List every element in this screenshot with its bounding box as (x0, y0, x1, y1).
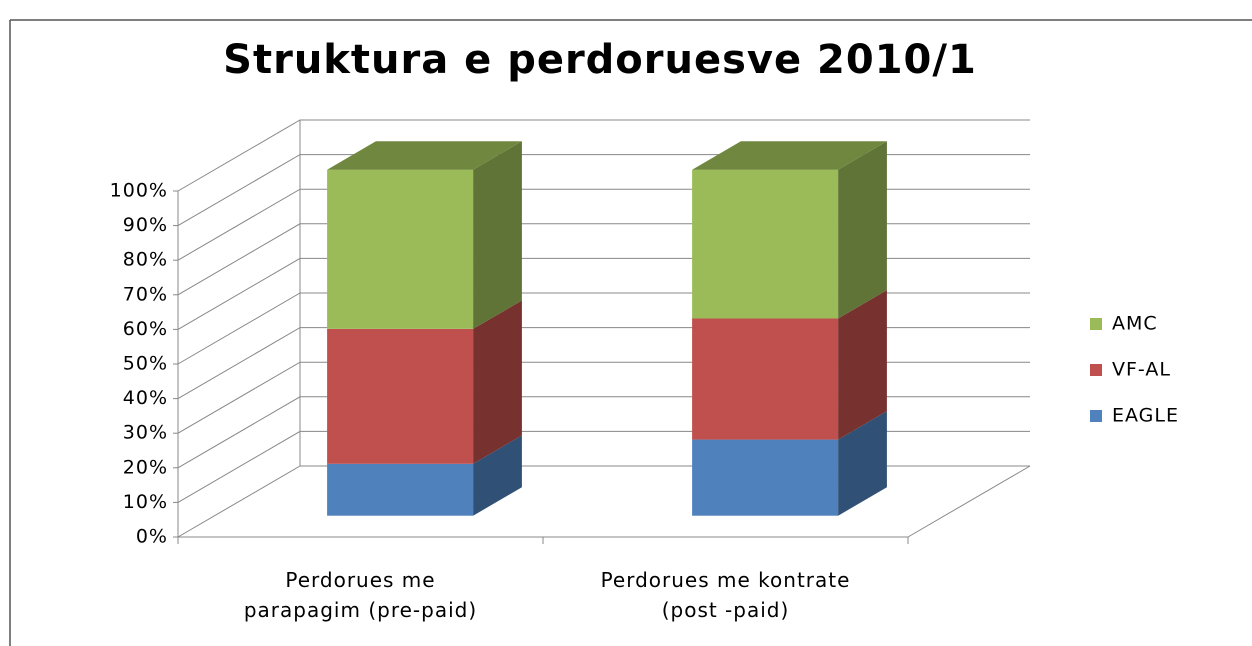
bar-side (473, 300, 522, 464)
grid-line (177, 361, 1030, 434)
bar-top (692, 141, 887, 170)
y-tick-label: 90% (123, 214, 168, 236)
bar (327, 328, 474, 464)
bar-top (327, 141, 522, 170)
grid-line (177, 292, 1030, 365)
bar-side (838, 411, 887, 516)
bar (692, 318, 839, 440)
legend-label: VF-AL (1112, 359, 1171, 381)
grid-line (177, 396, 1030, 469)
y-tick-label: 50% (123, 353, 168, 375)
y-tick-label: 60% (123, 318, 168, 340)
chart-title: Struktura e perdoruesve 2010/1 (223, 37, 977, 83)
grid-line (177, 223, 1030, 296)
y-tick-label: 10% (123, 491, 168, 513)
grid-line (177, 465, 1030, 538)
legend-swatch (1090, 318, 1102, 330)
y-tick-label: 30% (123, 422, 168, 444)
legend-swatch (1090, 410, 1102, 422)
grid-line (177, 188, 1030, 261)
bar-side (473, 435, 522, 516)
x-tick-label: Perdorues me parapagim (pre-paid) (243, 568, 478, 622)
grid-line (177, 327, 1030, 400)
y-tick-label: 40% (123, 387, 168, 409)
y-tick-label: 100% (110, 180, 168, 202)
grid-line (177, 119, 1030, 192)
grid-line (177, 154, 1030, 227)
grid-line (177, 257, 1030, 330)
bar (327, 169, 474, 329)
y-tick-label: 80% (123, 249, 168, 271)
bar-side (838, 141, 887, 319)
x-tick-label: Perdorues me kontrate (post -paid) (600, 568, 851, 622)
y-tick-label: 0% (136, 526, 168, 548)
y-tick-label: 20% (123, 456, 168, 478)
bar (692, 169, 839, 319)
y-tick-label: 70% (123, 283, 168, 305)
grid-line (177, 430, 1030, 503)
legend-label: EAGLE (1112, 405, 1179, 427)
legend-label: AMC (1112, 313, 1158, 335)
bar-side (473, 141, 522, 329)
floor-edge (907, 465, 1031, 538)
bar-side (838, 290, 887, 440)
bar (692, 439, 839, 516)
legend-swatch (1090, 364, 1102, 376)
bar (327, 463, 474, 516)
